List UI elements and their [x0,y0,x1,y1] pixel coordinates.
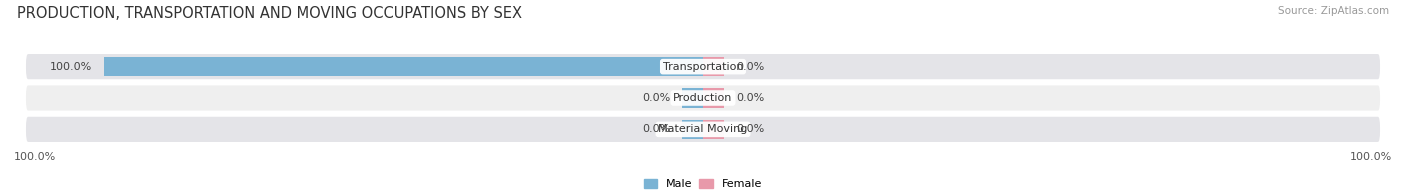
Text: Transportation: Transportation [662,62,744,72]
Text: 100.0%: 100.0% [49,62,91,72]
Text: 0.0%: 0.0% [641,124,671,134]
Bar [682,88,703,108]
Text: 0.0%: 0.0% [735,93,765,103]
FancyBboxPatch shape [25,117,1381,142]
FancyBboxPatch shape [25,54,1381,79]
Bar [703,57,724,76]
Bar [703,120,724,139]
Text: Source: ZipAtlas.com: Source: ZipAtlas.com [1278,6,1389,16]
Text: Production: Production [673,93,733,103]
Text: Material Moving: Material Moving [658,124,748,134]
Legend: Male, Female: Male, Female [644,179,762,189]
Text: PRODUCTION, TRANSPORTATION AND MOVING OCCUPATIONS BY SEX: PRODUCTION, TRANSPORTATION AND MOVING OC… [17,6,522,21]
FancyBboxPatch shape [25,85,1381,111]
Text: 0.0%: 0.0% [735,124,765,134]
Bar [104,57,703,76]
Text: 0.0%: 0.0% [735,62,765,72]
Bar [682,120,703,139]
Bar [703,88,724,108]
Text: 100.0%: 100.0% [1350,152,1392,162]
Text: 0.0%: 0.0% [641,93,671,103]
Text: 100.0%: 100.0% [14,152,56,162]
